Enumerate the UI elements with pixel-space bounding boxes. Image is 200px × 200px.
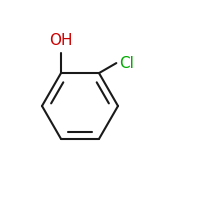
Text: Cl: Cl	[119, 56, 134, 71]
Text: OH: OH	[49, 33, 73, 48]
